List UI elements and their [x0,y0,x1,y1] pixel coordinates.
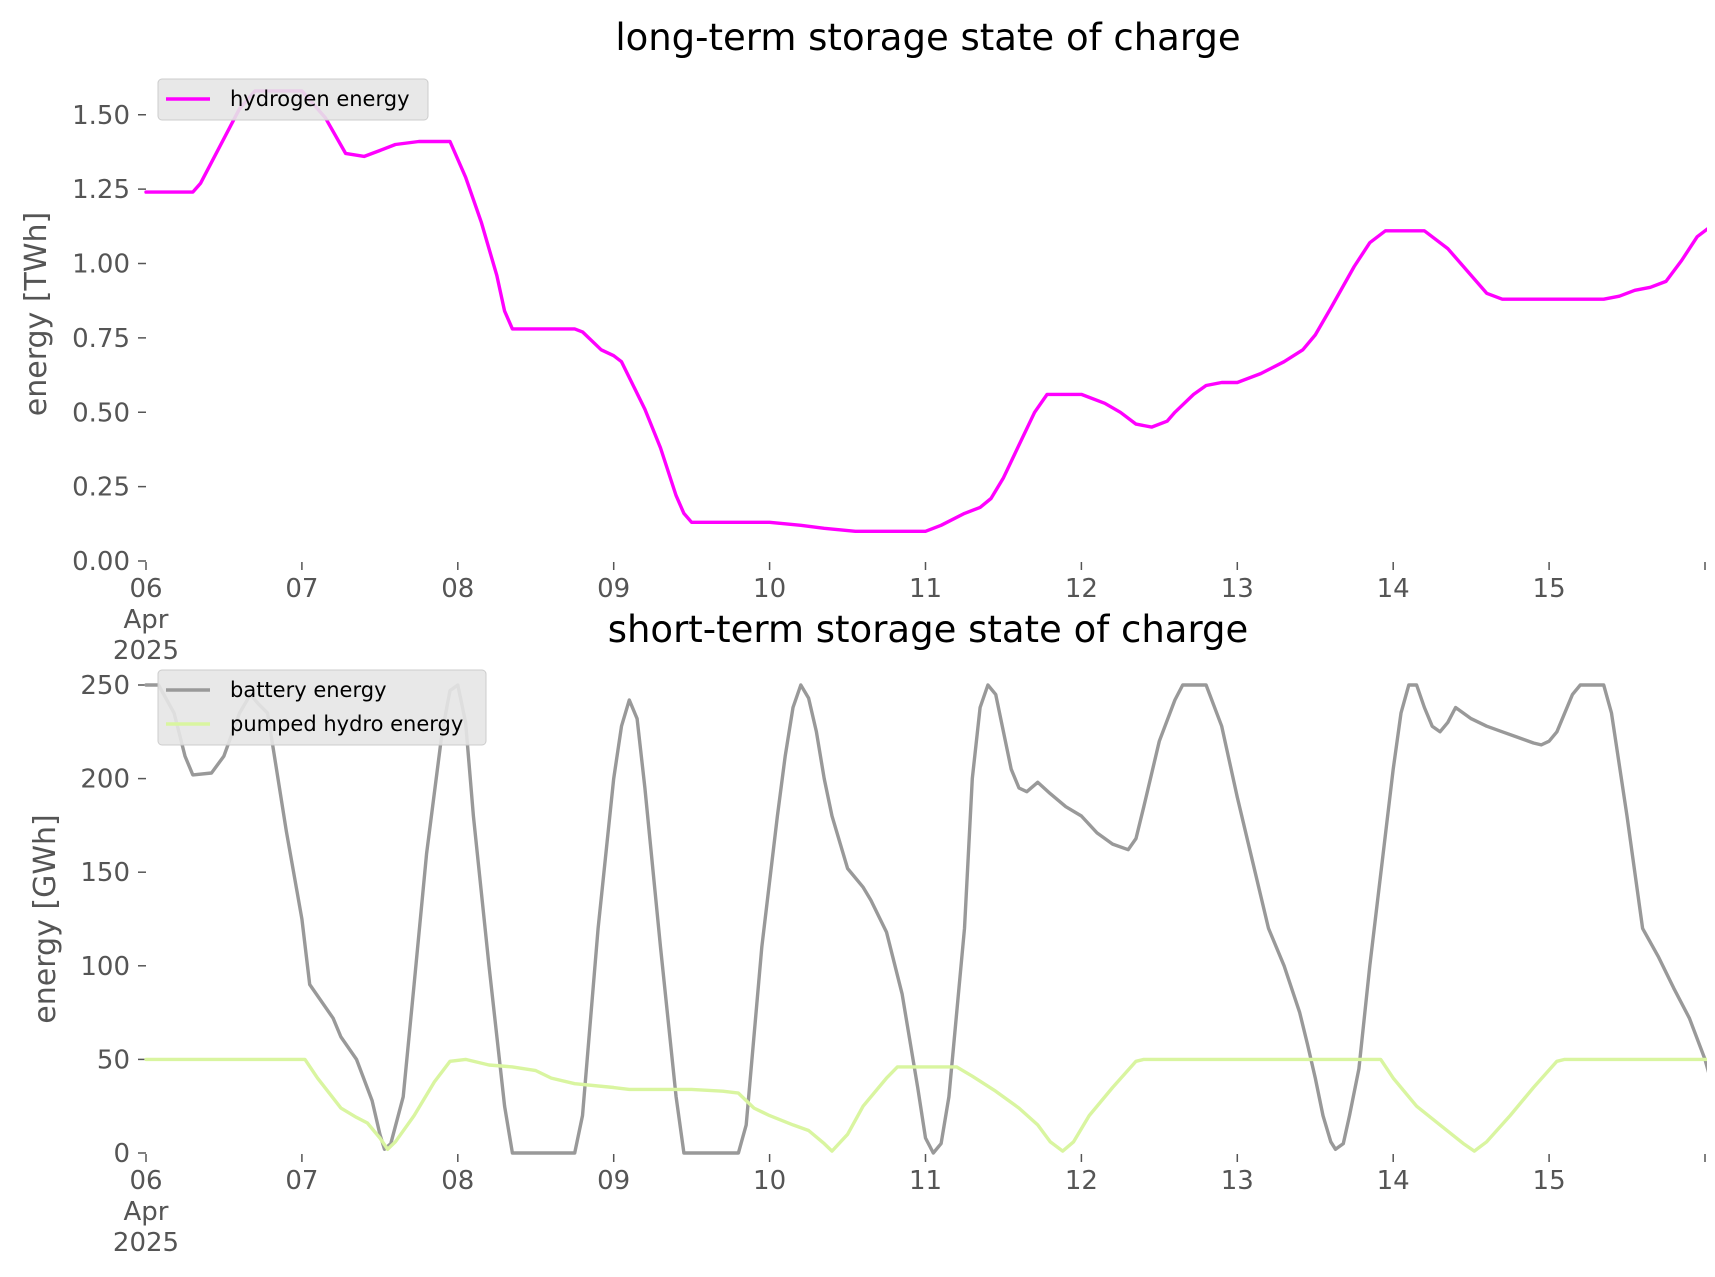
legend-box [157,78,429,121]
x-tick-label: 14 [1377,574,1410,604]
long-term-storage-chart: long-term storage state of charge energy… [19,16,1707,666]
y-tick-label: 1.25 [72,175,130,205]
chart-title: long-term storage state of charge [615,16,1240,59]
legend-label: hydrogen energy [230,87,410,111]
y-tick-label: 0.50 [72,398,130,428]
x-tick-label: 13 [1221,1166,1254,1196]
y-tick-label: 0 [113,1139,130,1169]
x-tick-label: 09 [597,574,630,604]
x-tick-label: 06 Apr 2025 [113,1166,179,1258]
x-tick-label: 10 [753,1166,786,1196]
x-tick-label: 11 [909,1166,942,1196]
y-tick-label: 200 [80,765,130,795]
axis-ticks: 0 50 100 150 200 250 06 Apr 2025 07 08 09 10 11 12 13 14… [80,671,1706,1258]
y-tick-label: 0.75 [72,324,130,354]
y-axis-label: energy [GWh] [28,814,63,1023]
series-line-hydrogen-energy [144,89,1707,533]
y-tick-label: 50 [97,1045,130,1075]
short-term-storage-chart: short-term storage state of charge energ… [28,608,1707,1258]
legend: hydrogen energy [157,78,429,121]
axis-ticks: 0.00 0.25 0.50 0.75 1.00 1.25 1.50 06 Apr 2025 07 0… [72,101,1706,666]
x-tick-label: 08 [441,1166,474,1196]
series-line-pumped-hydro-energy [144,1057,1707,1153]
x-tick-label: 14 [1377,1166,1410,1196]
chart-title: short-term storage state of charge [608,608,1249,651]
x-tick-label: 15 [1533,574,1566,604]
plot-lines [144,89,1707,533]
x-tick-label: 12 [1065,574,1098,604]
legend-label: battery energy [230,678,387,702]
x-tick-label: 07 [285,1166,318,1196]
x-tick-label: 13 [1221,574,1254,604]
x-tick-label: 10 [753,574,786,604]
legend-box [157,669,487,746]
x-tick-label: 12 [1065,1166,1098,1196]
x-tick-label: 11 [909,574,942,604]
plot-lines [144,683,1707,1155]
legend-label: pumped hydro energy [230,712,463,736]
legend: battery energy pumped hydro energy [157,669,487,746]
y-tick-label: 250 [80,671,130,701]
y-tick-label: 150 [80,858,130,888]
y-tick-label: 1.50 [72,101,130,131]
y-axis-label: energy [TWh] [19,212,54,416]
x-tick-label: 06 Apr 2025 [113,574,179,666]
y-tick-label: 1.00 [72,250,130,280]
x-tick-label: 15 [1533,1166,1566,1196]
y-tick-label: 0.00 [72,547,130,577]
series-line-battery-energy [144,683,1707,1155]
y-tick-label: 0.25 [72,473,130,503]
y-tick-label: 100 [80,952,130,982]
x-tick-label: 09 [597,1166,630,1196]
x-tick-label: 08 [441,574,474,604]
x-tick-label: 07 [285,574,318,604]
